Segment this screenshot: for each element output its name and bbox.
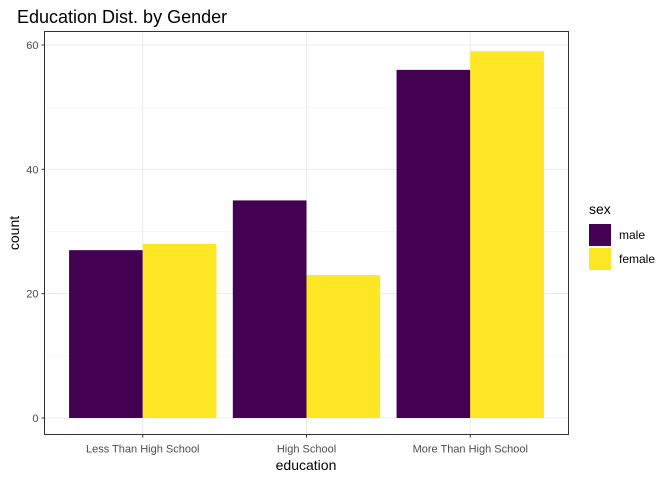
legend: sex male female — [589, 201, 655, 270]
bar-male-2 — [396, 69, 471, 418]
axes: 0 20 40 60 Less Than High School High School M… — [26, 40, 528, 456]
bar-female-1 — [306, 275, 381, 418]
legend-key-male — [589, 224, 611, 246]
chart-title: Education Dist. by Gender — [17, 7, 227, 27]
x-tick-label: Less Than High School — [86, 444, 200, 456]
legend-label-male: male — [619, 228, 645, 242]
bar-male-1 — [232, 200, 307, 418]
bar-female-2 — [470, 51, 544, 418]
legend-label-female: female — [619, 252, 655, 266]
bars — [69, 51, 544, 418]
y-tick-label: 60 — [26, 40, 38, 52]
x-tick-label: High School — [277, 444, 336, 456]
y-tick-label: 40 — [26, 164, 38, 176]
y-tick-label: 20 — [26, 289, 38, 301]
y-tick-label: 0 — [32, 413, 38, 425]
legend-key-female — [589, 248, 611, 270]
legend-title: sex — [589, 201, 611, 217]
bar-female-0 — [142, 243, 217, 418]
bar-male-0 — [69, 250, 143, 418]
y-axis-title: count — [6, 216, 22, 250]
x-axis-title: education — [276, 457, 337, 473]
x-tick-label: More Than High School — [413, 444, 528, 456]
